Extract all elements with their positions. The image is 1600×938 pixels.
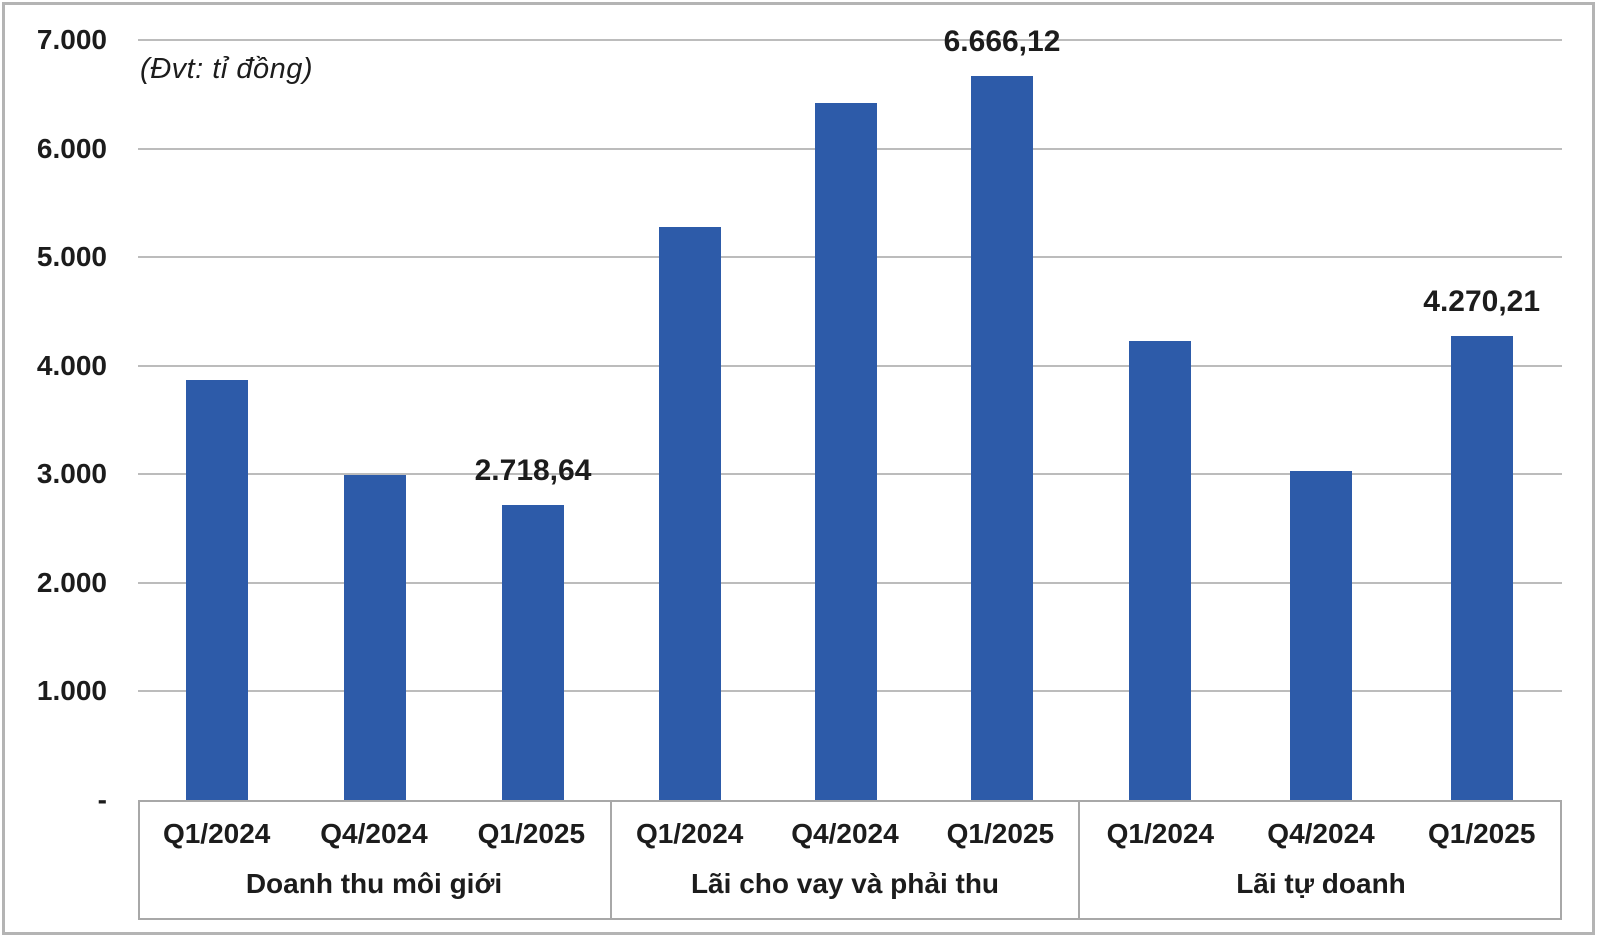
quarter-label: Q1/2025 bbox=[477, 818, 586, 849]
bar-Doanh thu môi giới-Q1/2025 bbox=[502, 504, 564, 800]
quarter-label: Q4/2024 bbox=[320, 818, 428, 849]
quarter-label: Q1/2024 bbox=[1106, 818, 1215, 849]
gridline-7.000 bbox=[138, 39, 1562, 41]
bar-Lãi tự doanh-Q4/2024 bbox=[1290, 471, 1352, 800]
bar-Doanh thu môi giới-Q4/2024 bbox=[344, 475, 406, 800]
quarter-label: Q1/2025 bbox=[946, 818, 1055, 849]
group-label-row: Doanh thu môi giới bbox=[138, 868, 610, 920]
group-label-row: Lãi cho vay và phải thu bbox=[612, 868, 1078, 920]
bar-Lãi cho vay và phải thu-Q1/2025 bbox=[971, 76, 1033, 800]
data-label: 2.718,64 bbox=[474, 453, 592, 487]
quarter-labels-row: Q1/2024 Q4/2024 Q1/2025 bbox=[1080, 800, 1562, 868]
bar-Doanh thu môi giới-Q1/2024 bbox=[186, 379, 248, 800]
y-tick-label: 6.000 bbox=[36, 132, 107, 164]
group-label-row: Lãi tự doanh bbox=[1080, 868, 1562, 920]
y-tick-label: 1.000 bbox=[36, 675, 107, 707]
unit-note: (Đvt: tỉ đồng) bbox=[140, 53, 313, 85]
bar-Lãi cho vay và phải thu-Q1/2024 bbox=[659, 226, 721, 800]
bar-Lãi cho vay và phải thu-Q4/2024 bbox=[815, 102, 877, 800]
y-tick-label: - bbox=[97, 784, 107, 815]
y-tick-label: 3.000 bbox=[36, 458, 107, 490]
x-axis-group-1: Q1/2024 Q4/2024 Q1/2025 Doanh thu môi giới bbox=[138, 800, 612, 920]
group-label: Doanh thu môi giới bbox=[245, 868, 503, 899]
quarter-label: Q1/2024 bbox=[162, 818, 271, 849]
quarter-label: Q1/2025 bbox=[1427, 818, 1536, 849]
y-tick-label: 4.000 bbox=[36, 349, 107, 381]
quarter-label: Q4/2024 bbox=[1267, 818, 1375, 849]
y-tick-label: 5.000 bbox=[36, 241, 107, 273]
quarter-label: Q4/2024 bbox=[791, 818, 899, 849]
quarter-labels-row: Q1/2024 Q4/2024 Q1/2025 bbox=[612, 800, 1078, 868]
y-tick-label: 2.000 bbox=[36, 566, 107, 598]
data-label: 6.666,12 bbox=[943, 25, 1061, 59]
group-label: Lãi tự doanh bbox=[1236, 868, 1406, 899]
data-label: 4.270,21 bbox=[1423, 285, 1541, 319]
quarter-labels-row: Q1/2024 Q4/2024 Q1/2025 bbox=[138, 800, 610, 868]
bar-Lãi tự doanh-Q1/2024 bbox=[1129, 340, 1192, 800]
x-axis-group-2: Q1/2024 Q4/2024 Q1/2025 Lãi cho vay và phải… bbox=[612, 800, 1080, 920]
y-tick-label: 7.000 bbox=[36, 24, 107, 55]
x-axis-group-3: Q1/2024 Q4/2024 Q1/2025 Lãi tự doanh bbox=[1080, 800, 1562, 920]
group-label: Lãi cho vay và phải thu bbox=[690, 868, 1000, 899]
quarter-label: Q1/2024 bbox=[635, 818, 744, 849]
bar-Lãi tự doanh-Q1/2025 bbox=[1450, 336, 1513, 800]
x-axis-box bbox=[138, 800, 1562, 920]
